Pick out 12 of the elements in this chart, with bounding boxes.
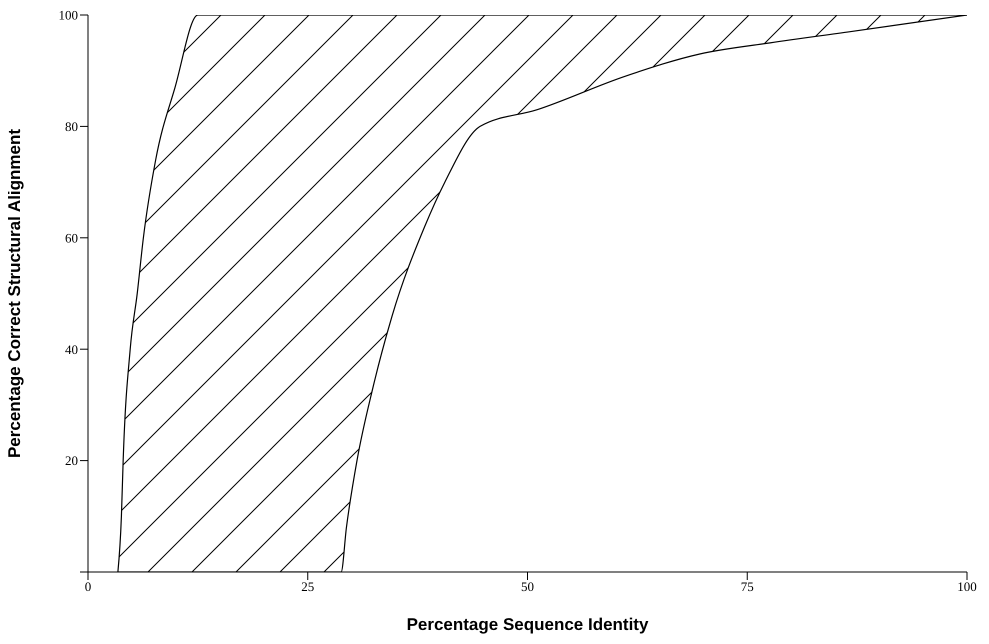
y-tick-label: 60 [65, 230, 78, 246]
x-tick-label: 50 [521, 579, 534, 594]
y-tick-label: 80 [65, 119, 78, 134]
x-tick-label: 100 [957, 579, 977, 594]
y-axis-title: Percentage Correct Structural Alignment [5, 128, 24, 458]
y-tick-label: 100 [58, 8, 78, 23]
y-tick-label: 40 [65, 342, 78, 357]
y-tick-label: 20 [65, 453, 78, 468]
x-axis-title: Percentage Sequence Identity [406, 615, 649, 634]
x-tick-label: 75 [740, 579, 754, 594]
x-tick-label: 25 [301, 579, 314, 594]
x-tick-label: 0 [84, 579, 92, 594]
